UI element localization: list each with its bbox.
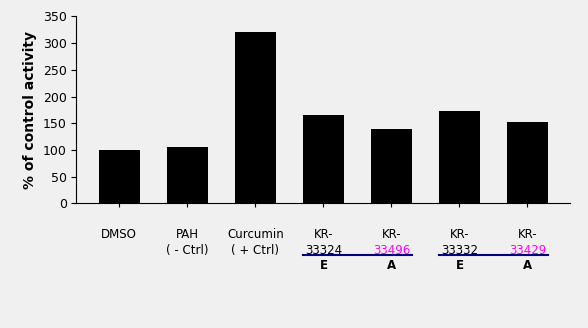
Bar xyxy=(99,150,140,203)
Y-axis label: % of control activity: % of control activity xyxy=(24,31,37,189)
Text: 33324: 33324 xyxy=(305,244,342,256)
Text: ( + Ctrl): ( + Ctrl) xyxy=(231,244,279,256)
Text: DMSO: DMSO xyxy=(101,228,137,241)
Bar xyxy=(235,32,276,203)
Text: E: E xyxy=(456,259,463,272)
Text: 33496: 33496 xyxy=(373,244,410,256)
Text: KR-: KR- xyxy=(450,228,469,241)
Text: PAH: PAH xyxy=(176,228,199,241)
Text: E: E xyxy=(319,259,328,272)
Bar xyxy=(303,115,344,203)
Bar xyxy=(371,129,412,203)
Text: KR-: KR- xyxy=(382,228,401,241)
Text: KR-: KR- xyxy=(517,228,537,241)
Text: A: A xyxy=(523,259,532,272)
Bar xyxy=(507,122,548,203)
Text: KR-: KR- xyxy=(313,228,333,241)
Text: ( - Ctrl): ( - Ctrl) xyxy=(166,244,209,256)
Text: 33429: 33429 xyxy=(509,244,546,256)
Bar xyxy=(439,112,480,203)
Text: A: A xyxy=(387,259,396,272)
Text: Curcumin: Curcumin xyxy=(227,228,284,241)
Text: 33332: 33332 xyxy=(441,244,478,256)
Bar xyxy=(167,147,208,203)
